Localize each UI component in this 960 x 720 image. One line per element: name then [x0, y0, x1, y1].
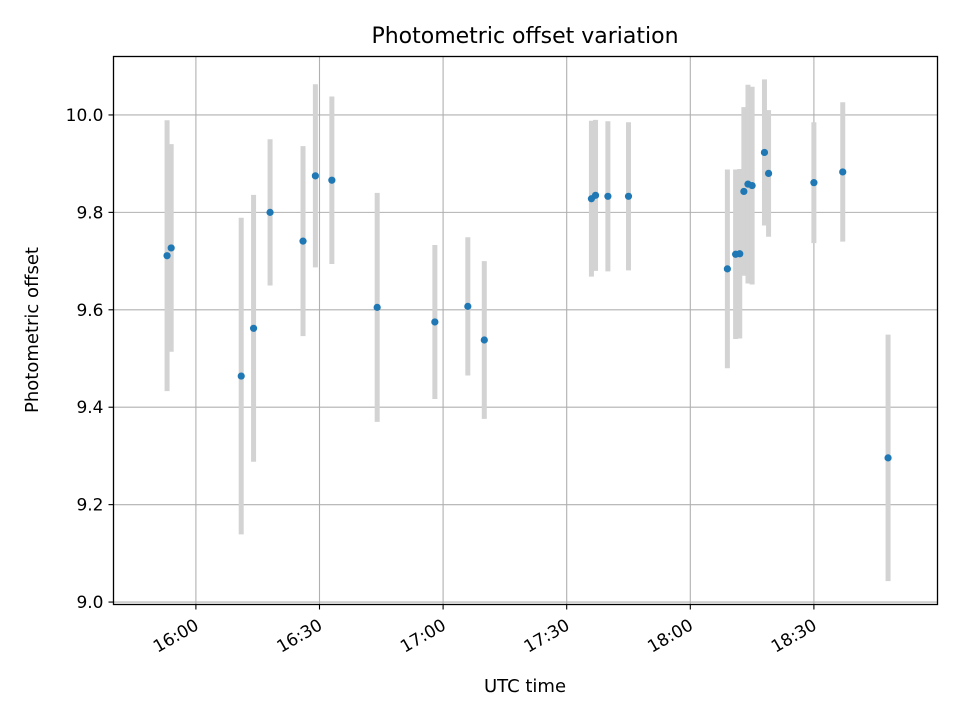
- data-point: [736, 250, 744, 258]
- data-point: [266, 208, 274, 216]
- data-point: [604, 192, 612, 200]
- data-point: [810, 179, 818, 187]
- y-axis-ticks: 9.0 9.2 9.4 9.6 9.8 10.0: [66, 106, 114, 613]
- plot-frame: [112, 55, 939, 606]
- data-point: [740, 187, 748, 196]
- data-point: [748, 181, 756, 190]
- data-point: [299, 237, 307, 245]
- data-point: [328, 176, 336, 184]
- data-point: [760, 148, 769, 157]
- x-tick-label: 17:00: [397, 616, 449, 658]
- data-points: [163, 148, 892, 462]
- y-tick-label: 9.2: [76, 496, 103, 516]
- x-axis-label: UTC time: [484, 676, 566, 697]
- x-tick-label: 18:30: [768, 616, 820, 658]
- data-point: [764, 169, 773, 178]
- data-point: [431, 318, 439, 326]
- x-tick-label: 16:00: [150, 616, 202, 658]
- data-point: [464, 302, 472, 310]
- x-tick-label: 16:30: [274, 616, 326, 658]
- data-point: [311, 172, 319, 180]
- data-point: [167, 244, 175, 252]
- data-point: [480, 336, 488, 344]
- error-bars: [164, 79, 891, 582]
- data-point: [884, 454, 892, 462]
- data-point: [163, 252, 171, 260]
- x-tick-label: 17:30: [521, 616, 573, 658]
- data-point: [249, 324, 258, 332]
- data-point: [237, 372, 245, 380]
- chart-title: Photometric offset variation: [371, 24, 678, 49]
- data-point: [839, 168, 847, 176]
- data-point: [591, 191, 600, 199]
- y-tick-label: 9.0: [76, 593, 103, 613]
- y-tick-label: 9.6: [76, 301, 103, 321]
- y-tick-label: 9.4: [76, 398, 103, 418]
- y-tick-label: 9.8: [76, 203, 103, 223]
- data-point: [624, 192, 633, 200]
- y-axis-label: Photometric offset: [22, 247, 43, 413]
- data-point: [723, 265, 731, 273]
- x-axis-ticks: 16:00 16:30 17:00 17:30 18:00 18:30: [150, 604, 820, 658]
- x-tick-label: 18:00: [644, 616, 696, 658]
- data-point: [373, 303, 381, 311]
- y-tick-label: 10.0: [66, 106, 104, 126]
